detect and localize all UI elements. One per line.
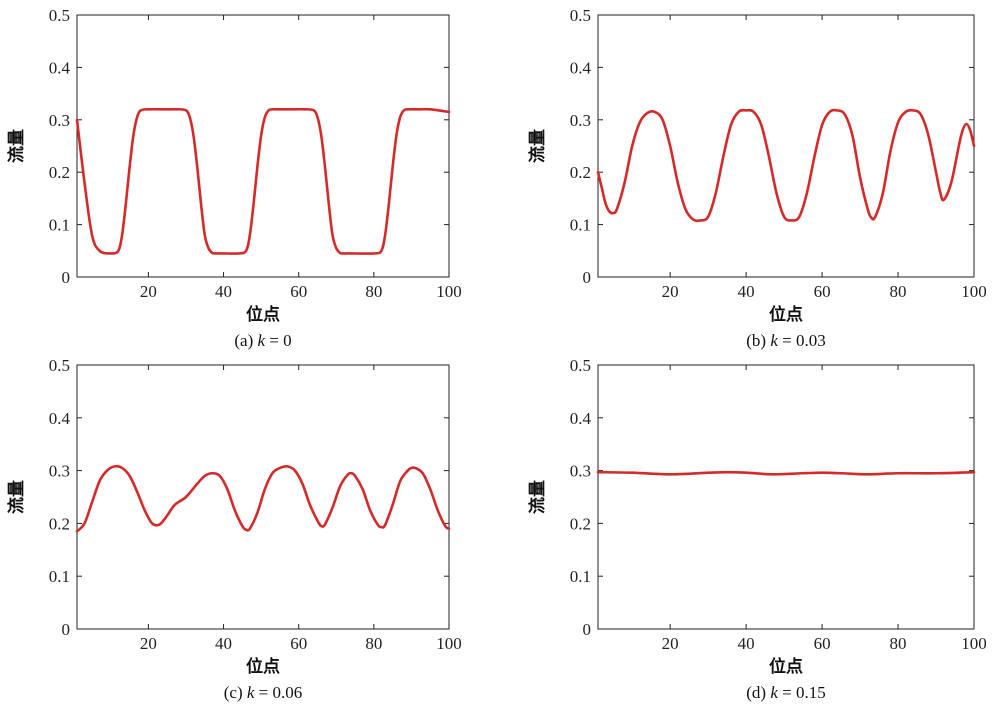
y-axis-label: 流量 bbox=[6, 480, 27, 514]
y-tick-label: 0.3 bbox=[49, 111, 70, 130]
panel-caption: (b) k = 0.03 bbox=[746, 331, 825, 350]
y-tick-label: 0.5 bbox=[49, 6, 70, 25]
panel-caption: (d) k = 0.15 bbox=[746, 683, 825, 702]
chart-panel-2: 0 0.1 0.2 0.3 0.4 0.5 20 40 60 80 100 位点 流量 (b) k = 0… bbox=[527, 6, 987, 350]
y-tick-label: 0 bbox=[583, 620, 592, 639]
x-tick-label: 100 bbox=[961, 282, 987, 301]
y-tick-label: 0 bbox=[583, 268, 592, 287]
y-tick-label: 0.5 bbox=[570, 6, 591, 25]
y-tick-label: 0.4 bbox=[49, 409, 71, 428]
x-tick-label: 60 bbox=[290, 282, 307, 301]
y-tick-label: 0.2 bbox=[49, 514, 70, 533]
y-tick-label: 0.1 bbox=[49, 567, 70, 586]
x-tick-label: 80 bbox=[365, 282, 382, 301]
series-line-1 bbox=[75, 464, 451, 533]
x-tick-label: 60 bbox=[290, 634, 307, 653]
x-tick-label: 80 bbox=[365, 634, 382, 653]
x-tick-label: 80 bbox=[890, 282, 907, 301]
plot-frame bbox=[597, 364, 975, 630]
x-tick-label: 20 bbox=[662, 282, 679, 301]
y-tick-label: 0.2 bbox=[570, 514, 591, 533]
y-axis-label: 流量 bbox=[6, 129, 27, 163]
x-tick-label: 40 bbox=[215, 282, 232, 301]
x-tick-label: 60 bbox=[814, 282, 831, 301]
y-tick-label: 0.1 bbox=[570, 567, 591, 586]
x-tick-label: 100 bbox=[961, 634, 987, 653]
x-tick-label: 100 bbox=[436, 282, 462, 301]
x-tick-label: 40 bbox=[215, 634, 232, 653]
y-tick-label: 0.1 bbox=[49, 216, 70, 235]
chart-panel-1: 0 0.1 0.2 0.3 0.4 0.5 20 40 60 80 100 位点 流量 (a) k = 0 bbox=[6, 6, 462, 350]
x-axis-label: 位点 bbox=[246, 304, 280, 325]
x-tick-label: 40 bbox=[738, 282, 755, 301]
x-tick-label: 20 bbox=[662, 634, 679, 653]
x-tick-label: 20 bbox=[140, 282, 157, 301]
x-tick-label: 100 bbox=[436, 634, 462, 653]
y-tick-label: 0.4 bbox=[49, 58, 71, 77]
y-tick-label: 0.3 bbox=[570, 111, 591, 130]
x-axis-label: 位点 bbox=[246, 656, 280, 677]
plot-frame bbox=[76, 364, 450, 630]
series-line-1 bbox=[596, 470, 976, 476]
y-tick-label: 0.1 bbox=[570, 216, 591, 235]
x-tick-label: 40 bbox=[738, 634, 755, 653]
x-axis-label: 位点 bbox=[769, 304, 803, 325]
y-tick-label: 0.4 bbox=[570, 58, 592, 77]
series-line-1 bbox=[75, 107, 451, 255]
y-tick-label: 0 bbox=[62, 268, 71, 287]
y-tick-label: 0.2 bbox=[570, 163, 591, 182]
series-line-1 bbox=[596, 108, 976, 223]
y-axis-label: 流量 bbox=[527, 480, 548, 514]
panel-caption: (c) k = 0.06 bbox=[224, 683, 303, 702]
x-tick-label: 80 bbox=[890, 634, 907, 653]
plot-frame bbox=[76, 14, 450, 278]
y-tick-label: 0.4 bbox=[570, 409, 592, 428]
y-tick-label: 0.2 bbox=[49, 163, 70, 182]
x-tick-label: 60 bbox=[814, 634, 831, 653]
y-tick-label: 0 bbox=[62, 620, 71, 639]
plot-frame bbox=[597, 14, 975, 278]
y-tick-label: 0.3 bbox=[570, 462, 591, 481]
chart-panel-4: 0 0.1 0.2 0.3 0.4 0.5 20 40 60 80 100 位点 流量 (d) k = 0… bbox=[527, 356, 987, 702]
y-axis-label: 流量 bbox=[527, 129, 548, 163]
panel-caption: (a) k = 0 bbox=[234, 331, 291, 350]
chart-panel-3: 0 0.1 0.2 0.3 0.4 0.5 20 40 60 80 100 位点 流量 (c) k = 0… bbox=[6, 356, 462, 702]
y-tick-label: 0.5 bbox=[570, 356, 591, 375]
x-tick-label: 20 bbox=[140, 634, 157, 653]
y-tick-label: 0.3 bbox=[49, 462, 70, 481]
x-axis-label: 位点 bbox=[769, 656, 803, 677]
y-tick-label: 0.5 bbox=[49, 356, 70, 375]
